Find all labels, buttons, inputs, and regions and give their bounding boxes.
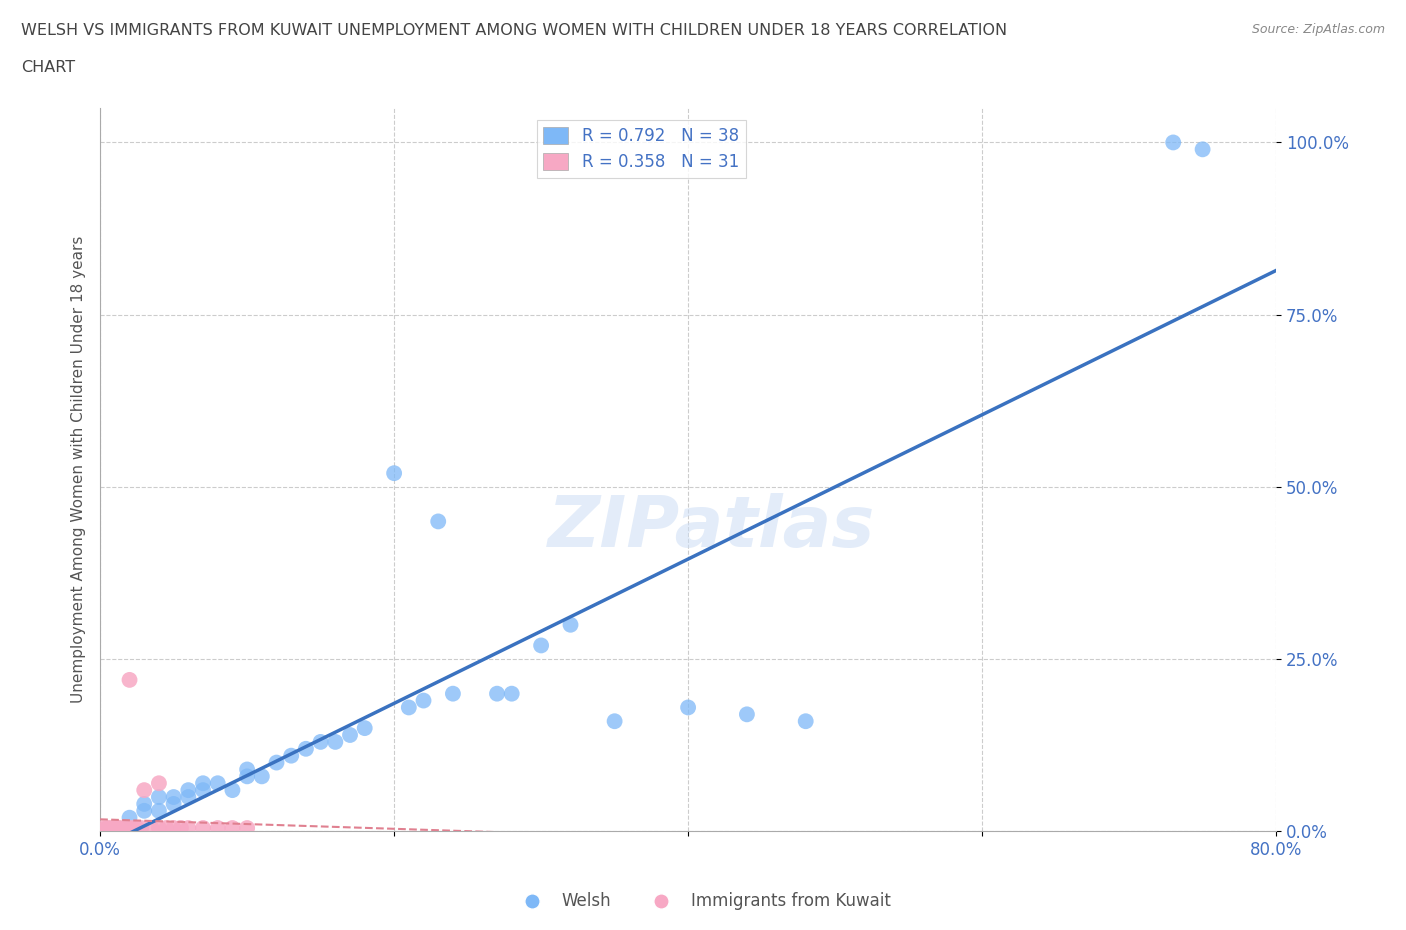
Point xyxy=(118,810,141,825)
Point xyxy=(162,790,184,804)
Point xyxy=(309,735,332,750)
Point xyxy=(93,822,115,837)
Point xyxy=(530,638,553,653)
Text: ZIPatlas: ZIPatlas xyxy=(548,493,876,562)
Point xyxy=(107,820,129,835)
Point xyxy=(96,820,118,835)
Point xyxy=(129,820,152,835)
Point xyxy=(121,820,143,835)
Point xyxy=(148,804,170,818)
Point xyxy=(207,776,229,790)
Point xyxy=(266,755,288,770)
Point xyxy=(191,776,214,790)
Point xyxy=(134,804,156,818)
Point xyxy=(148,776,170,790)
Point xyxy=(236,769,259,784)
Point xyxy=(108,820,131,835)
Point xyxy=(280,749,302,764)
Point xyxy=(794,714,817,729)
Legend: Welsh, Immigrants from Kuwait: Welsh, Immigrants from Kuwait xyxy=(508,885,898,917)
Point xyxy=(735,707,758,722)
Point xyxy=(250,769,273,784)
Point xyxy=(101,821,124,836)
Point xyxy=(603,714,626,729)
Point xyxy=(221,783,243,798)
Point xyxy=(125,820,148,835)
Point xyxy=(170,820,193,835)
Point xyxy=(162,796,184,811)
Text: CHART: CHART xyxy=(21,60,75,75)
Point xyxy=(398,700,420,715)
Legend: R = 0.792   N = 38, R = 0.358   N = 31: R = 0.792 N = 38, R = 0.358 N = 31 xyxy=(537,120,745,178)
Point xyxy=(382,466,405,481)
Point xyxy=(115,820,138,835)
Point xyxy=(412,693,434,708)
Point xyxy=(104,820,127,835)
Point xyxy=(441,686,464,701)
Point xyxy=(118,672,141,687)
Point xyxy=(148,790,170,804)
Point xyxy=(91,820,114,835)
Point xyxy=(485,686,508,701)
Point xyxy=(112,820,135,835)
Point xyxy=(141,820,163,835)
Point xyxy=(177,820,200,835)
Point xyxy=(134,783,156,798)
Y-axis label: Unemployment Among Women with Children Under 18 years: Unemployment Among Women with Children U… xyxy=(72,236,86,703)
Point xyxy=(118,820,141,835)
Point xyxy=(353,721,375,736)
Point xyxy=(207,820,229,835)
Point xyxy=(339,727,361,742)
Point xyxy=(1161,135,1184,150)
Point xyxy=(155,820,177,835)
Point xyxy=(236,762,259,777)
Point xyxy=(501,686,523,701)
Point xyxy=(100,820,122,835)
Point xyxy=(1191,142,1213,157)
Point xyxy=(103,821,125,836)
Text: Source: ZipAtlas.com: Source: ZipAtlas.com xyxy=(1251,23,1385,36)
Text: WELSH VS IMMIGRANTS FROM KUWAIT UNEMPLOYMENT AMONG WOMEN WITH CHILDREN UNDER 18 : WELSH VS IMMIGRANTS FROM KUWAIT UNEMPLOY… xyxy=(21,23,1007,38)
Point xyxy=(560,618,582,632)
Point xyxy=(221,820,243,835)
Point xyxy=(191,820,214,835)
Point xyxy=(676,700,699,715)
Point xyxy=(236,820,259,835)
Point xyxy=(148,820,170,835)
Point xyxy=(191,783,214,798)
Point xyxy=(162,820,184,835)
Point xyxy=(177,790,200,804)
Point xyxy=(177,783,200,798)
Point xyxy=(295,741,318,756)
Point xyxy=(104,820,127,835)
Point xyxy=(134,796,156,811)
Point xyxy=(111,822,134,837)
Point xyxy=(323,735,346,750)
Point xyxy=(97,822,120,837)
Point xyxy=(427,514,450,529)
